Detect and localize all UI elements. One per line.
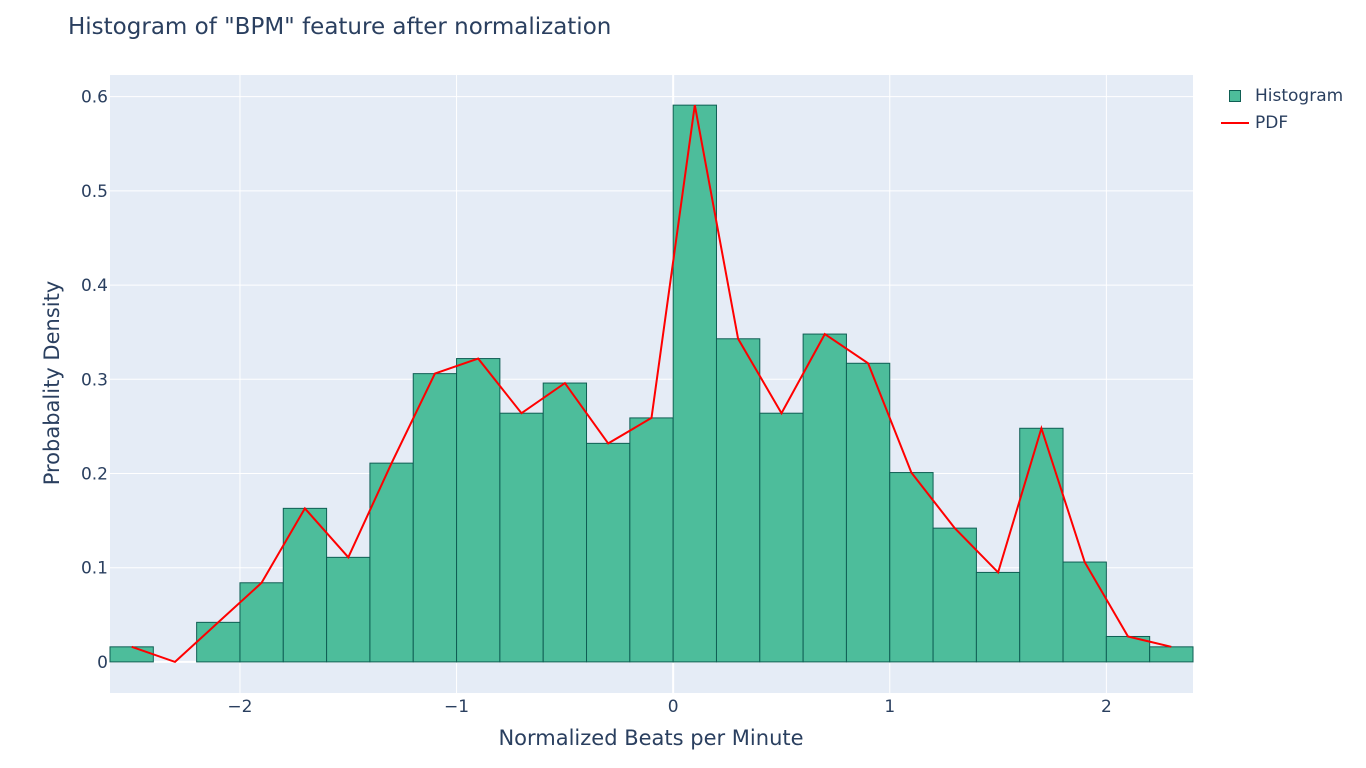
histogram-bar[interactable] [889, 472, 934, 663]
x-axis-label: Normalized Beats per Minute [498, 726, 804, 750]
histogram-bar[interactable] [1062, 561, 1107, 663]
histogram-bar[interactable] [1149, 646, 1194, 663]
histogram-bar[interactable] [196, 621, 241, 663]
histogram-bar[interactable] [239, 582, 284, 663]
histogram-bar[interactable] [802, 333, 847, 663]
pdf-line-swatch-icon [1220, 121, 1250, 124]
histogram-bar[interactable] [499, 412, 544, 663]
histogram-bars [109, 104, 1194, 663]
histogram-bar[interactable] [326, 556, 371, 663]
histogram-bar[interactable] [542, 382, 588, 663]
histogram-bar[interactable] [629, 417, 674, 663]
y-tick-label: 0.4 [81, 276, 108, 296]
x-tick-label: 0 [668, 697, 679, 717]
histogram-bar[interactable] [282, 507, 328, 663]
histogram-bar[interactable] [672, 104, 717, 663]
legend-item-pdf[interactable]: PDF [1220, 109, 1343, 136]
legend-label-pdf: PDF [1255, 112, 1289, 133]
pdf-line[interactable] [131, 104, 1172, 664]
histogram-bar[interactable] [369, 462, 414, 663]
y-axis-label: Probabality Density [40, 280, 64, 486]
pdf-line-layer [131, 104, 1172, 664]
y-tick-label: 0.6 [81, 88, 108, 108]
histogram-bar[interactable] [932, 527, 977, 663]
histogram-bar[interactable] [586, 442, 631, 663]
y-tick-label: 0.2 [81, 464, 108, 484]
x-tick-label: 1 [884, 697, 895, 717]
legend-label-histogram: Histogram [1255, 85, 1344, 106]
histogram-bar[interactable] [975, 571, 1021, 663]
histogram-bar[interactable] [412, 373, 458, 663]
x-tick-label: −2 [227, 697, 252, 717]
histogram-bar[interactable] [109, 646, 154, 663]
histogram-bar[interactable] [1019, 427, 1064, 663]
axis-ticks: 0 0.1 0.2 0.3 0.4 0.5 0.6 −2 −1 0 1 2 [81, 88, 1112, 717]
y-tick-label: 0.1 [81, 559, 108, 579]
x-tick-label: 2 [1101, 697, 1112, 717]
y-tick-label: 0.3 [81, 370, 108, 390]
y-tick-label: 0.5 [81, 182, 108, 202]
chart-title: Histogram of "BPM" feature after normali… [68, 14, 612, 40]
histogram-bar[interactable] [845, 362, 891, 663]
histogram-swatch-icon [1220, 89, 1250, 102]
y-tick-label: 0 [97, 653, 108, 673]
histogram-bar[interactable] [759, 412, 804, 663]
histogram-bar[interactable] [456, 358, 501, 663]
legend: Histogram PDF [1220, 82, 1343, 136]
legend-item-histogram[interactable]: Histogram [1220, 82, 1343, 109]
histogram-bar[interactable] [715, 338, 761, 663]
x-tick-label: −1 [444, 697, 469, 717]
